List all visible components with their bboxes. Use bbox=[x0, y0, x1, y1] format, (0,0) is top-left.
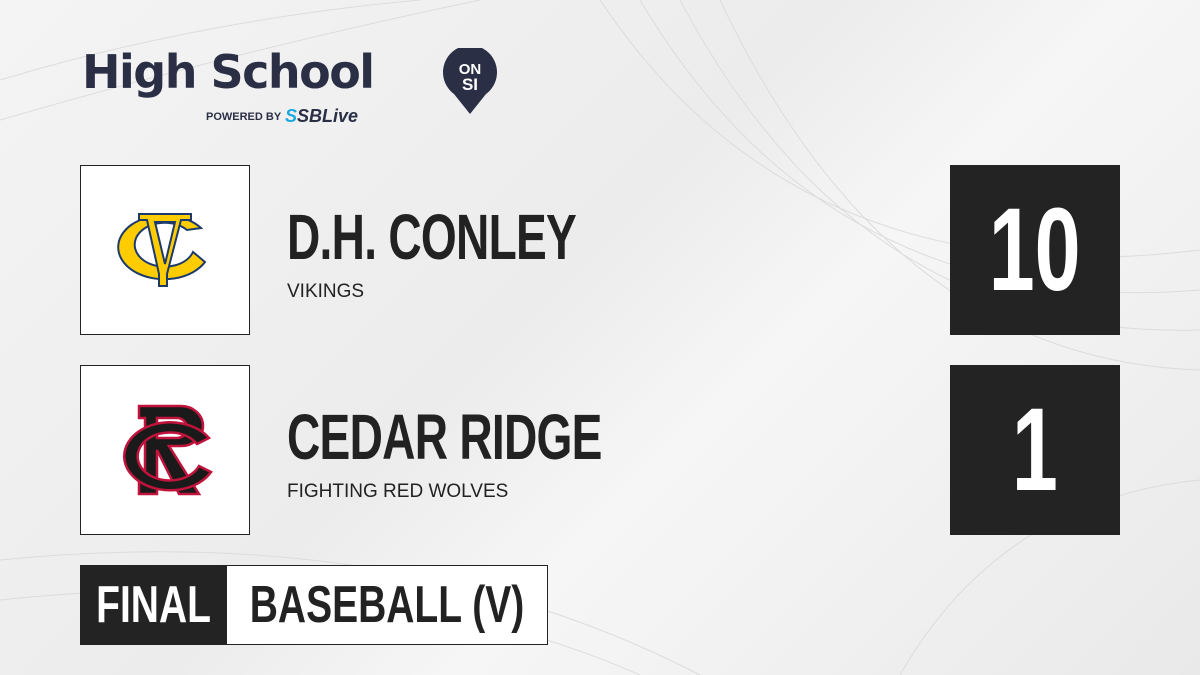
dc-monogram-logo bbox=[117, 213, 207, 287]
team-logo-dh-conley bbox=[80, 165, 250, 335]
brand-title: High School bbox=[82, 45, 375, 99]
powered-by-label: POWERED BY bbox=[206, 111, 282, 123]
pin-top: ON bbox=[459, 61, 482, 78]
cr-monogram-logo bbox=[122, 404, 213, 496]
team-score: 1 bbox=[950, 365, 1120, 535]
sport-label: BASEBALL (V) bbox=[249, 576, 525, 634]
team-score: 10 bbox=[950, 165, 1120, 335]
team-name: CEDAR RIDGE bbox=[287, 401, 602, 473]
final-badge: FINAL bbox=[81, 566, 227, 644]
sblive-logo: SSBLive bbox=[285, 106, 359, 126]
team-logo-cedar-ridge bbox=[80, 365, 250, 535]
on-si-pin-icon: ON SI bbox=[443, 48, 497, 114]
team-mascot: VIKINGS bbox=[287, 281, 365, 302]
pin-bottom: SI bbox=[462, 75, 478, 94]
game-status-bar: FINAL BASEBALL (V) bbox=[80, 565, 548, 645]
team-name: D.H. CONLEY bbox=[287, 201, 577, 273]
team-mascot: FIGHTING RED WOLVES bbox=[287, 481, 509, 502]
